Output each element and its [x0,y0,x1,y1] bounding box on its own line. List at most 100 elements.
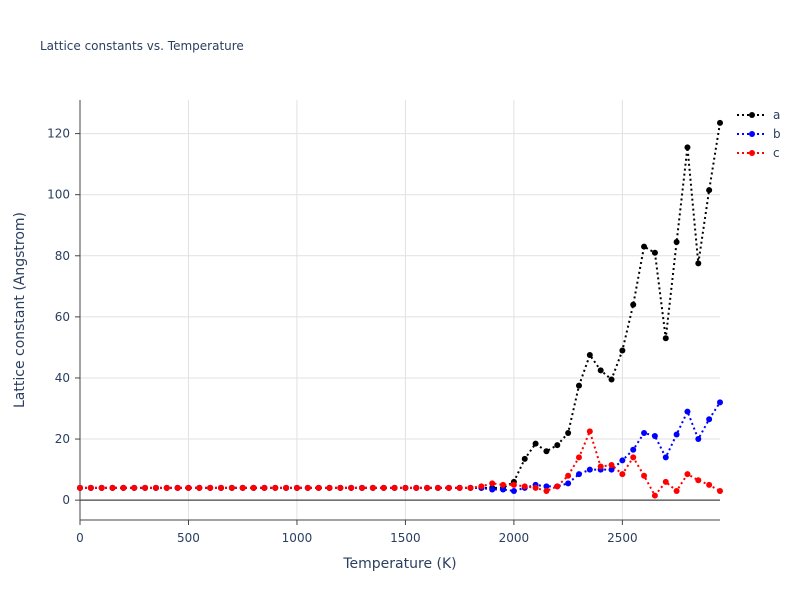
y-tick-label: 20 [55,432,70,446]
data-point-c [380,484,387,491]
x-tick-label: 1000 [282,531,313,545]
data-point-c [359,484,366,491]
data-point-c [532,484,539,491]
legend-label: b [773,127,781,141]
data-point-a [575,382,582,389]
data-point-c [283,484,290,491]
legend-swatch-marker [749,112,755,118]
y-axis-title: Lattice constant (Angstrom) [12,212,28,408]
data-point-c [109,484,116,491]
data-point-a [554,442,561,449]
data-point-c [174,484,181,491]
data-point-a [597,367,604,374]
data-point-c [651,492,658,499]
data-point-a [641,243,648,250]
data-point-c [641,472,648,479]
data-point-c [152,484,159,491]
data-point-c [565,472,572,479]
series-a [77,119,723,491]
data-point-c [120,484,127,491]
data-point-c [337,484,344,491]
data-point-a [630,301,637,308]
data-point-c [608,462,615,469]
data-point-c [575,454,582,461]
legend-swatch-marker [749,131,755,137]
data-point-c [261,484,268,491]
data-point-a [717,119,723,126]
legend-swatch-marker [749,150,755,156]
data-point-c [163,484,170,491]
data-point-c [239,484,246,491]
series [77,119,723,499]
data-point-c [706,481,713,488]
data-point-b [500,486,507,493]
data-point-c [500,481,507,488]
y-tick-label: 120 [47,127,70,141]
axes [79,100,720,521]
data-point-a [586,352,593,359]
data-point-c [521,483,528,490]
legend[interactable]: abc [737,108,781,160]
legend-label: c [773,146,780,160]
data-point-a [608,376,615,383]
x-tick-label: 2500 [607,531,638,545]
data-point-b [695,436,702,443]
data-point-c [445,484,452,491]
data-point-c [510,481,517,488]
data-point-b [543,483,550,490]
data-point-a [662,335,669,342]
data-point-c [391,484,398,491]
data-point-c [586,428,593,435]
data-point-b [608,466,615,473]
data-point-c [293,484,300,491]
series-line-b [80,401,721,493]
data-point-a [619,347,626,354]
data-point-b [641,429,648,436]
data-point-c [662,478,669,485]
y-tick-label: 0 [62,493,70,507]
data-point-b [662,454,669,461]
data-point-c [456,484,463,491]
data-point-b [684,408,691,415]
data-point-c [272,484,279,491]
x-ticks: 0 500 1000 1500 2000 2500 [76,520,638,545]
legend-item-c[interactable]: c [737,146,780,160]
data-point-a [695,260,702,267]
x-axis-title: Temperature (K) [342,556,456,572]
data-point-c [315,484,322,491]
data-point-c [619,471,626,478]
data-point-b [717,399,723,406]
x-tick-label: 2000 [499,531,530,545]
data-point-c [402,484,409,491]
data-point-c [348,484,355,491]
data-point-b [706,416,713,423]
data-point-c [131,484,138,491]
y-tick-label: 40 [55,371,70,385]
legend-item-a[interactable]: a [737,108,780,122]
data-point-b [586,466,593,473]
data-point-c [554,483,561,490]
data-point-b [630,446,637,453]
legend-label: a [773,108,780,122]
data-point-c [185,484,192,491]
data-point-a [651,249,658,256]
data-point-a [521,455,528,462]
data-point-a [706,187,713,194]
data-point-c [98,484,105,491]
data-point-a [532,440,539,447]
series-line-a [80,122,721,489]
y-tick-label: 60 [55,310,70,324]
data-point-b [565,480,572,487]
legend-item-b[interactable]: b [737,127,781,141]
data-point-c [228,484,235,491]
data-point-c [467,484,474,491]
grid [80,100,720,520]
y-tick-label: 100 [47,188,70,202]
data-point-a [565,429,572,436]
data-point-c [673,487,680,494]
data-point-b [619,457,626,464]
x-tick-label: 500 [177,531,200,545]
data-point-c [369,484,376,491]
data-point-c [684,471,691,478]
